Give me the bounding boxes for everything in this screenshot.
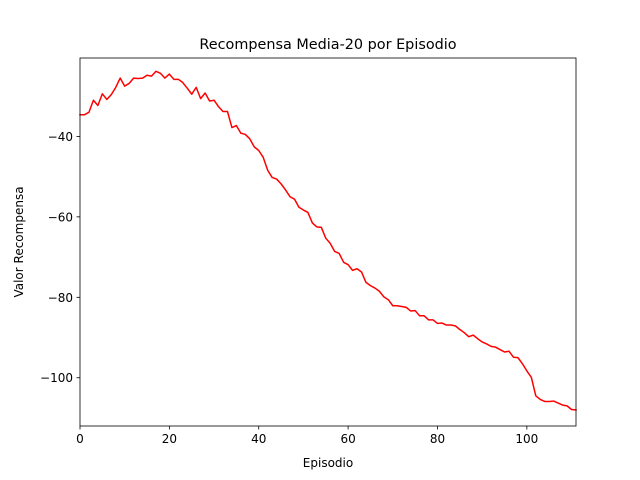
x-tick-label: 20 bbox=[162, 432, 177, 446]
plot-area bbox=[79, 70, 577, 411]
y-tick-label: −80 bbox=[48, 291, 73, 305]
axes-frame bbox=[79, 57, 577, 427]
x-tick-label: 0 bbox=[76, 432, 84, 446]
chart-title: Recompensa Media-20 por Episodio bbox=[199, 37, 456, 53]
x-axis-title: Episodio bbox=[303, 456, 353, 470]
series-line-0 bbox=[79, 70, 577, 411]
x-tick-label: 60 bbox=[340, 432, 355, 446]
y-tick-label: −60 bbox=[48, 210, 73, 224]
y-tick-label: −100 bbox=[40, 371, 73, 385]
x-tick-label: 80 bbox=[430, 432, 445, 446]
axis-ticks: 0 20 40 60 80 100 −100 −80 −60 −40 bbox=[40, 130, 538, 446]
x-tick-label: 40 bbox=[251, 432, 266, 446]
y-tick-label: −40 bbox=[48, 130, 73, 144]
x-tick-label: 100 bbox=[515, 432, 538, 446]
y-axis-title: Valor Recompensa bbox=[12, 186, 26, 297]
